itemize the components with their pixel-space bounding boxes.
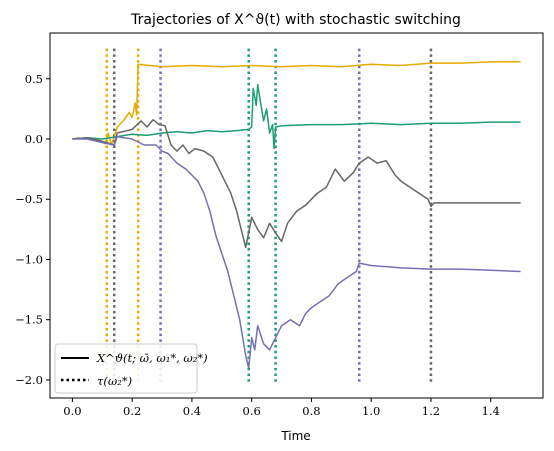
plot-frame	[49, 32, 544, 399]
x-tick-label-4: 0.8	[302, 404, 320, 418]
x-tick-label-7: 1.4	[482, 404, 500, 418]
x-tick-label-2: 0.4	[183, 404, 201, 418]
legend-box	[54, 343, 198, 394]
x-tick-label-0: 0.0	[63, 404, 81, 418]
trajectory-line-1	[72, 84, 521, 150]
trajectory-line-2	[72, 118, 521, 249]
legend-label-trajectory: X^ϑ(t; ω̄, ω₁*, ω₂*)	[96, 351, 208, 365]
x-tick-label-1: 0.2	[123, 404, 141, 418]
x-tick-label-3: 0.6	[243, 404, 261, 418]
legend-label-switching-time: τ(ω₂*)	[97, 374, 132, 388]
y-axis-ticks: 0.5 0.0 −0.5 −1.0 −1.5 −2.0	[15, 72, 50, 387]
switch-lines	[105, 48, 433, 383]
y-tick-label-2: −0.5	[15, 192, 43, 206]
x-axis-title: Time	[280, 429, 310, 443]
trajectory-line-0	[72, 61, 521, 146]
y-tick-label-0: 0.5	[25, 72, 43, 86]
x-axis-ticks: 0.0 0.2 0.4 0.6 0.8 1.0 1.2 1.4	[63, 398, 500, 418]
series-lines	[72, 61, 521, 369]
legend: X^ϑ(t; ω̄, ω₁*, ω₂*) τ(ω₂*)	[54, 343, 208, 394]
trajectory-line-3	[72, 135, 521, 369]
chart-title: Trajectories of X^ϑ(t) with stochastic s…	[130, 12, 461, 28]
x-tick-label-5: 1.0	[362, 404, 380, 418]
y-tick-label-4: −1.5	[15, 313, 43, 327]
x-tick-label-6: 1.2	[422, 404, 440, 418]
y-tick-label-1: 0.0	[25, 132, 43, 146]
y-tick-label-5: −2.0	[15, 373, 43, 387]
y-tick-label-3: −1.0	[15, 252, 43, 266]
